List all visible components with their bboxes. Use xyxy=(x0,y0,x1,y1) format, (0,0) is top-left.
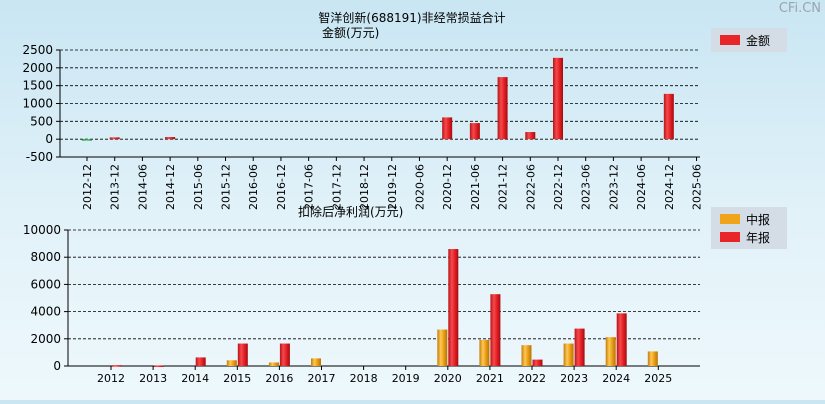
chart2-bar-interim xyxy=(605,337,616,366)
chart1-y-tick-label: 500 xyxy=(30,114,53,128)
chart2-bar-annual xyxy=(490,294,501,366)
chart2-bar-interim xyxy=(521,345,532,366)
chart2-bar-interim xyxy=(647,351,658,366)
chart2-x-tick-label: 2025 xyxy=(644,372,672,385)
chart1-y-tick-label: 2500 xyxy=(22,43,53,57)
chart2-bar-interim xyxy=(563,343,574,366)
chart2-legend-label: 中报 xyxy=(746,212,770,227)
chart1-x-tick-label: 2022-12 xyxy=(552,164,565,210)
chart1-unit-label: 金额(万元) xyxy=(322,25,379,40)
chart1-x-tick-label: 2015-06 xyxy=(192,164,205,210)
chart2-x-tick-label: 2018 xyxy=(350,372,378,385)
chart2-x-tick-label: 2023 xyxy=(560,372,588,385)
chart1-x-tick-label: 2016-06 xyxy=(247,164,260,210)
chart1-x-tick-label: 2017-12 xyxy=(330,164,343,210)
chart2-bar-annual xyxy=(616,313,627,366)
chart1-legend-label: 金额 xyxy=(746,33,770,48)
chart-deducted-net-profit: 扣除后净利润(万元) 0 2000 4000 6000 8000 10000 2012 2013… xyxy=(23,204,787,385)
chart1-x-tick-label: 2023-06 xyxy=(580,164,593,210)
chart1-x-tick-label: 2013-12 xyxy=(109,164,122,210)
chart1-bar xyxy=(82,139,92,141)
chart1-x-tick-label: 2024-06 xyxy=(635,164,648,210)
chart2-x-tick-label: 2013 xyxy=(139,372,167,385)
chart1-x-tick-label: 2018-12 xyxy=(358,164,371,210)
chart1-x-tick-label: 2023-12 xyxy=(607,164,620,210)
chart1-y-tick-label: 0 xyxy=(45,132,53,146)
chart2-legend-swatch xyxy=(720,214,740,224)
chart1-legend-swatch xyxy=(720,35,740,45)
chart1-bar xyxy=(552,57,563,140)
chart1-bar xyxy=(469,123,480,140)
chart1-x-tick-label: 2012-12 xyxy=(81,164,94,210)
chart1-bar xyxy=(109,137,120,140)
chart2-bar-interim xyxy=(268,362,279,366)
chart1-x-tick-label: 2014-12 xyxy=(164,164,177,210)
chart1-x-tick-label: 2014-06 xyxy=(136,164,149,210)
chart2-x-tick-label: 2021 xyxy=(476,372,504,385)
chart2-y-tick-label: 4000 xyxy=(30,305,61,319)
chart2-legend-swatch xyxy=(720,232,740,242)
chart2-x-tick-label: 2017 xyxy=(308,372,336,385)
chart1-bar xyxy=(442,117,453,140)
chart1-x-tick-label: 2020-06 xyxy=(413,164,426,210)
chart1-x-tick-label: 2021-12 xyxy=(497,164,510,210)
chart1-y-tick-label: 1500 xyxy=(22,79,53,93)
chart1-x-tick-label: 2017-06 xyxy=(303,164,316,210)
chart1-y-tick-label: -500 xyxy=(26,150,53,164)
chart1-y-tick-label: 1000 xyxy=(22,97,53,111)
chart2-bar-interim xyxy=(437,329,448,366)
chart2-x-tick-label: 2012 xyxy=(97,372,125,385)
chart2-x-tick-label: 2016 xyxy=(265,372,293,385)
chart2-bar-annual xyxy=(448,249,459,366)
chart1-bar xyxy=(663,93,674,140)
chart2-y-tick-label: 2000 xyxy=(30,332,61,346)
watermark: CFi.CN xyxy=(778,1,821,16)
chart2-y-tick-label: 10000 xyxy=(23,223,61,237)
chart1-x-tick-label: 2024-12 xyxy=(663,164,676,210)
chart2-bar-interim xyxy=(311,358,321,366)
chart1-x-tick-label: 2019-12 xyxy=(386,164,399,210)
chart2-bar-annual xyxy=(279,343,290,366)
chart1-bar xyxy=(525,132,536,140)
chart2-title: 扣除后净利润(万元) xyxy=(298,204,403,219)
chart1-x-tick-label: 2025-06 xyxy=(691,164,704,210)
chart2-bar-annual xyxy=(195,357,206,366)
chart2-bar-annual xyxy=(532,359,543,366)
chart1-x-tick-label: 2022-06 xyxy=(524,164,537,210)
chart2-bar-annual xyxy=(153,365,164,367)
chart2-x-tick-label: 2020 xyxy=(434,372,462,385)
chart2-y-tick-label: 8000 xyxy=(30,250,61,264)
chart1-x-tick-label: 2021-06 xyxy=(469,164,482,210)
chart2-x-tick-label: 2019 xyxy=(392,372,420,385)
chart1-bar xyxy=(165,137,176,140)
chart2-bar-annual xyxy=(237,343,248,366)
chart1-x-tick-label: 2015-12 xyxy=(220,164,233,210)
chart1-x-tick-label: 2016-12 xyxy=(275,164,288,210)
chart2-x-tick-label: 2014 xyxy=(181,372,209,385)
chart2-bar-interim xyxy=(479,339,490,366)
chart1-bar xyxy=(497,77,508,140)
chart1-x-tick-label: 2020-12 xyxy=(441,164,454,210)
chart2-legend-label: 年报 xyxy=(746,230,770,245)
chart2-x-tick-label: 2022 xyxy=(518,372,546,385)
chart1-title: 智洋创新(688191)非经常损益合计 xyxy=(318,10,505,25)
chart2-bar-interim xyxy=(226,360,237,366)
chart2-x-tick-label: 2015 xyxy=(223,372,251,385)
chart2-y-tick-label: 6000 xyxy=(30,277,61,291)
chart2-bar-annual xyxy=(111,365,122,367)
chart2-bar-annual xyxy=(574,328,585,366)
chart2-x-tick-label: 2024 xyxy=(602,372,630,385)
chart1-y-tick-label: 2000 xyxy=(22,61,53,75)
chart2-y-tick-label: 0 xyxy=(53,359,61,373)
